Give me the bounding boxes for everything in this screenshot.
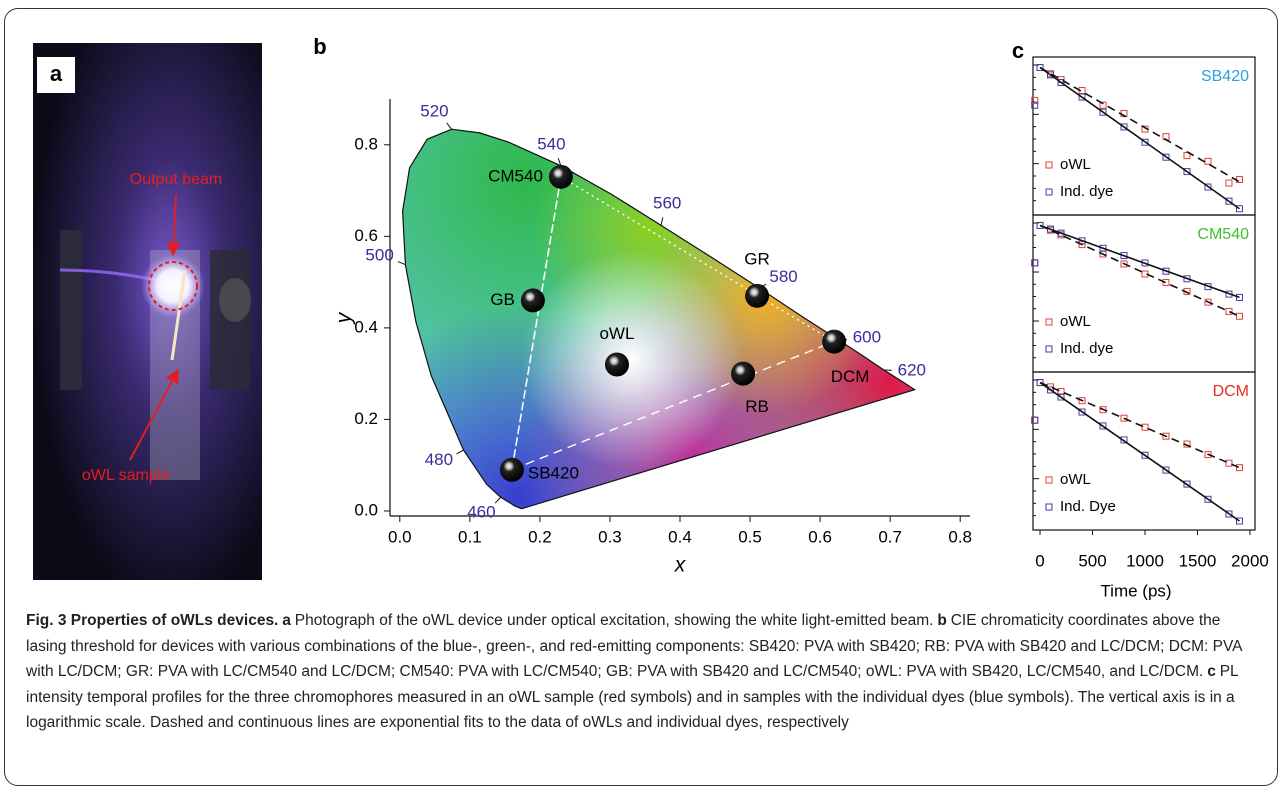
x-tick-label: 0.6 xyxy=(808,527,832,546)
legend-label: oWL xyxy=(1060,313,1091,330)
y-tick-label: 0.2 xyxy=(354,409,378,428)
data-point xyxy=(1226,180,1232,186)
photo-annotation: Output beam xyxy=(130,171,223,188)
caption-label: b xyxy=(937,612,946,629)
wavelength-label: 600 xyxy=(853,328,881,347)
wavelength-label: 520 xyxy=(420,101,448,120)
cie-point xyxy=(521,288,545,312)
cie-point xyxy=(549,165,573,189)
data-point xyxy=(1142,424,1148,430)
cie-point xyxy=(745,284,769,308)
caption-label: a xyxy=(282,612,291,629)
legend-marker xyxy=(1046,162,1052,168)
wavelength-label: 500 xyxy=(365,246,393,265)
fit-line xyxy=(1040,383,1239,468)
x-tick-label: 0.8 xyxy=(948,527,972,546)
x-tick-label: 0.7 xyxy=(878,527,902,546)
wavelength-label: 580 xyxy=(769,267,797,286)
legend-marker xyxy=(1046,319,1052,325)
panel-label: b xyxy=(313,34,326,59)
point-label: GR xyxy=(744,249,770,268)
photo xyxy=(33,43,262,580)
wavelength-label: 560 xyxy=(653,193,681,212)
legend-label: oWL xyxy=(1060,471,1091,488)
x-tick-label: 0.1 xyxy=(458,527,482,546)
point-label: CM540 xyxy=(488,166,543,185)
wavelength-label: 480 xyxy=(425,450,453,469)
legend-label: Ind. dye xyxy=(1060,340,1113,357)
figure: a Output beam oWL sample b c 0.0 0.1 0.2 0.… xyxy=(0,0,1285,605)
panel-title: DCM xyxy=(1213,383,1249,400)
cie-point xyxy=(822,330,846,354)
point-label: oWL xyxy=(599,324,634,343)
caption-title: Fig. 3 Properties of oWLs devices. xyxy=(26,612,278,629)
x-tick-label: 2000 xyxy=(1231,551,1269,570)
y-tick-label: 0.8 xyxy=(354,134,378,153)
point-label: RB xyxy=(745,397,769,416)
cie-gamut xyxy=(266,0,1080,605)
x-tick-label: 0.4 xyxy=(668,527,692,546)
data-point xyxy=(1236,465,1242,471)
caption-label: c xyxy=(1207,663,1216,680)
legend-marker xyxy=(1046,346,1052,352)
y-tick-label: 0.0 xyxy=(354,500,378,519)
x-tick-label: 0.5 xyxy=(738,527,762,546)
y-axis-label: y xyxy=(333,311,356,325)
x-tick-label: 1000 xyxy=(1126,551,1164,570)
caption-text: Photograph of the oWL device under optic… xyxy=(295,612,934,629)
legend-label: Ind. dye xyxy=(1060,183,1113,200)
wavelength-label: 620 xyxy=(898,360,926,379)
x-axis-label: Time (ps) xyxy=(1100,581,1171,600)
x-tick-label: 0.0 xyxy=(388,527,412,546)
legend-label: Ind. Dye xyxy=(1060,498,1116,515)
x-axis-label: x xyxy=(674,554,687,577)
y-tick-label: 0.4 xyxy=(354,317,378,336)
page: a Output beam oWL sample b c 0.0 0.1 0.2 0.… xyxy=(0,0,1285,790)
x-tick-label: 0.3 xyxy=(598,527,622,546)
wavelength-tick xyxy=(661,218,663,226)
x-tick-label: 0.2 xyxy=(528,527,552,546)
wavelength-label: 540 xyxy=(537,135,565,154)
wavelength-tick xyxy=(447,123,452,129)
wavelength-tick xyxy=(495,497,501,503)
wavelength-tick xyxy=(398,262,405,265)
data-point xyxy=(1236,313,1242,319)
x-tick-label: 500 xyxy=(1078,551,1106,570)
panel-title: SB420 xyxy=(1201,68,1249,85)
cie-point xyxy=(731,362,755,386)
point-label: SB420 xyxy=(528,463,579,482)
x-tick-label: 0 xyxy=(1035,551,1044,570)
point-label: DCM xyxy=(831,367,870,386)
cie-point xyxy=(500,458,524,482)
wavelength-label: 460 xyxy=(467,503,495,522)
legend-label: oWL xyxy=(1060,156,1091,173)
panel-label: c xyxy=(1012,38,1024,63)
photo-annotation: oWL sample xyxy=(82,467,170,484)
panel-title: CM540 xyxy=(1197,226,1249,243)
legend-marker xyxy=(1046,504,1052,510)
data-point xyxy=(1236,176,1242,182)
data-point xyxy=(1226,308,1232,314)
data-point xyxy=(1163,134,1169,140)
cie-point xyxy=(605,352,629,376)
data-point xyxy=(1205,158,1211,164)
x-tick-label: 1500 xyxy=(1179,551,1217,570)
y-tick-label: 0.6 xyxy=(354,226,378,245)
wavelength-tick xyxy=(457,450,464,454)
legend-marker xyxy=(1046,189,1052,195)
legend-marker xyxy=(1046,477,1052,483)
gamut-blend xyxy=(521,250,741,470)
panel-label: a xyxy=(50,61,63,86)
data-point xyxy=(1226,460,1232,466)
point-label: GB xyxy=(490,290,515,309)
